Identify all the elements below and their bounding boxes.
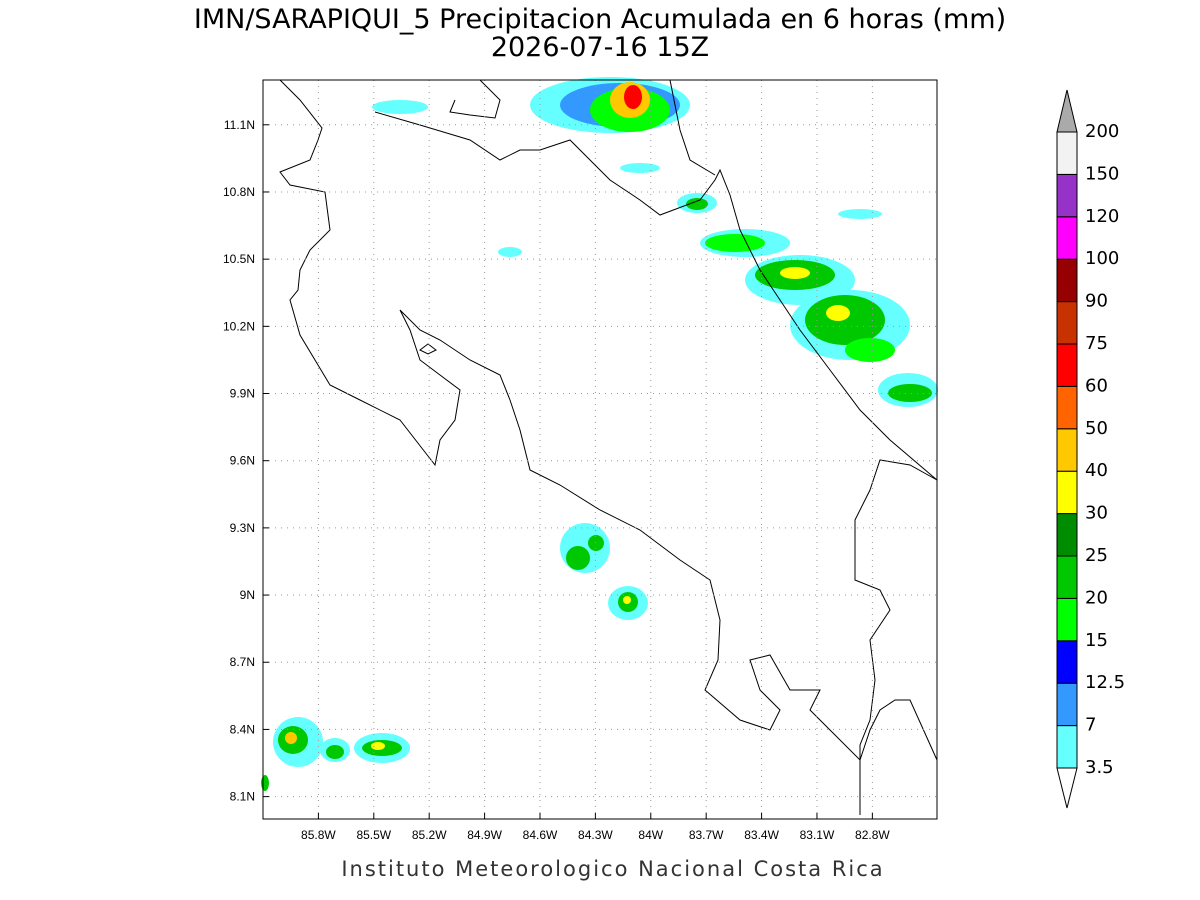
colorbar-box xyxy=(1056,173,1078,218)
y-tick-label: 10.8N xyxy=(223,185,255,199)
y-tick-label: 10.2N xyxy=(223,319,255,333)
colorbar-label: 3.5 xyxy=(1085,757,1114,778)
colorbar-label: 150 xyxy=(1085,163,1119,184)
y-tick-label: 9.9N xyxy=(230,387,255,401)
colorbar-label: 40 xyxy=(1085,460,1108,481)
subtitle: 2026-07-16 15Z xyxy=(491,32,709,63)
x-tick-label: 82.8W xyxy=(855,828,890,842)
coastline xyxy=(279,79,938,815)
colorbar-label: 15 xyxy=(1085,630,1108,651)
colorbar-over xyxy=(1056,89,1078,133)
colorbar-label: 120 xyxy=(1085,206,1119,227)
colorbar-box xyxy=(1056,597,1078,642)
y-tick-label: 10.5N xyxy=(223,252,255,266)
colorbar-box xyxy=(1056,513,1078,557)
colorbar-label: 12.5 xyxy=(1085,672,1125,693)
x-tick-label: 84.3W xyxy=(578,828,613,842)
colorbar-box xyxy=(1056,301,1078,345)
x-tick-label: 85.5W xyxy=(356,828,391,842)
x-tick-label: 84.6W xyxy=(523,828,558,842)
y-tick-label: 9.6N xyxy=(230,454,255,468)
colorbar-label: 50 xyxy=(1085,418,1108,439)
colorbar-box xyxy=(1056,343,1078,387)
map-frame xyxy=(262,79,938,820)
colorbar-label: 75 xyxy=(1085,333,1108,354)
title: IMN/SARAPIQUI_5 Precipitacion Acumulada … xyxy=(194,4,1006,35)
y-tick-label: 8.4N xyxy=(230,722,255,736)
grid: 85.8W 85.5W 85.2W 84.9W 84.6W 84.3W 84W 83.7W 83… xyxy=(223,80,937,842)
colorbar-label: 200 xyxy=(1085,121,1119,142)
colorbar-label: 60 xyxy=(1085,375,1108,396)
footer: Instituto Meteorologico Nacional Costa R… xyxy=(341,857,884,881)
x-tick-label: 83.7W xyxy=(689,828,724,842)
x-tick-label: 84.9W xyxy=(467,828,502,842)
y-tick-label: 8.1N xyxy=(230,790,255,804)
colorbar-box xyxy=(1056,725,1078,769)
colorbar-box xyxy=(1056,640,1078,684)
colorbar-box xyxy=(1056,428,1078,472)
colorbar-label: 90 xyxy=(1085,291,1108,312)
y-tick-label: 11.1N xyxy=(224,118,255,132)
colorbar-box xyxy=(1056,555,1078,599)
colorbar-under xyxy=(1056,767,1078,809)
colorbar-box xyxy=(1056,258,1078,303)
colorbar-box xyxy=(1056,385,1078,430)
x-tick-label: 83.1W xyxy=(800,828,835,842)
y-tick-label: 9.3N xyxy=(230,521,255,535)
colorbar-box xyxy=(1056,216,1078,260)
colorbar-label: 20 xyxy=(1085,587,1108,608)
colorbar-box xyxy=(1056,682,1078,727)
precipitation xyxy=(261,77,938,791)
x-tick-label: 85.8W xyxy=(301,828,336,842)
x-tick-label: 85.2W xyxy=(412,828,447,842)
colorbar: 3.5 7 12.5 15 20 25 30 40 50 60 75 90 100 120 150 200 xyxy=(1056,89,1125,809)
colorbar-box xyxy=(1056,470,1078,515)
colorbar-box xyxy=(1056,131,1078,175)
y-tick-label: 8.7N xyxy=(230,655,255,669)
colorbar-label: 7 xyxy=(1085,715,1096,736)
y-tick-label: 9N xyxy=(240,588,255,602)
x-tick-label: 83.4W xyxy=(744,828,779,842)
colorbar-label: 100 xyxy=(1085,248,1119,269)
x-tick-label: 84W xyxy=(638,828,663,842)
colorbar-label: 25 xyxy=(1085,545,1108,566)
colorbar-label: 30 xyxy=(1085,503,1108,524)
